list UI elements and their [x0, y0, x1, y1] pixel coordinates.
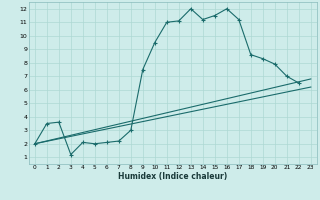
- X-axis label: Humidex (Indice chaleur): Humidex (Indice chaleur): [118, 172, 228, 181]
